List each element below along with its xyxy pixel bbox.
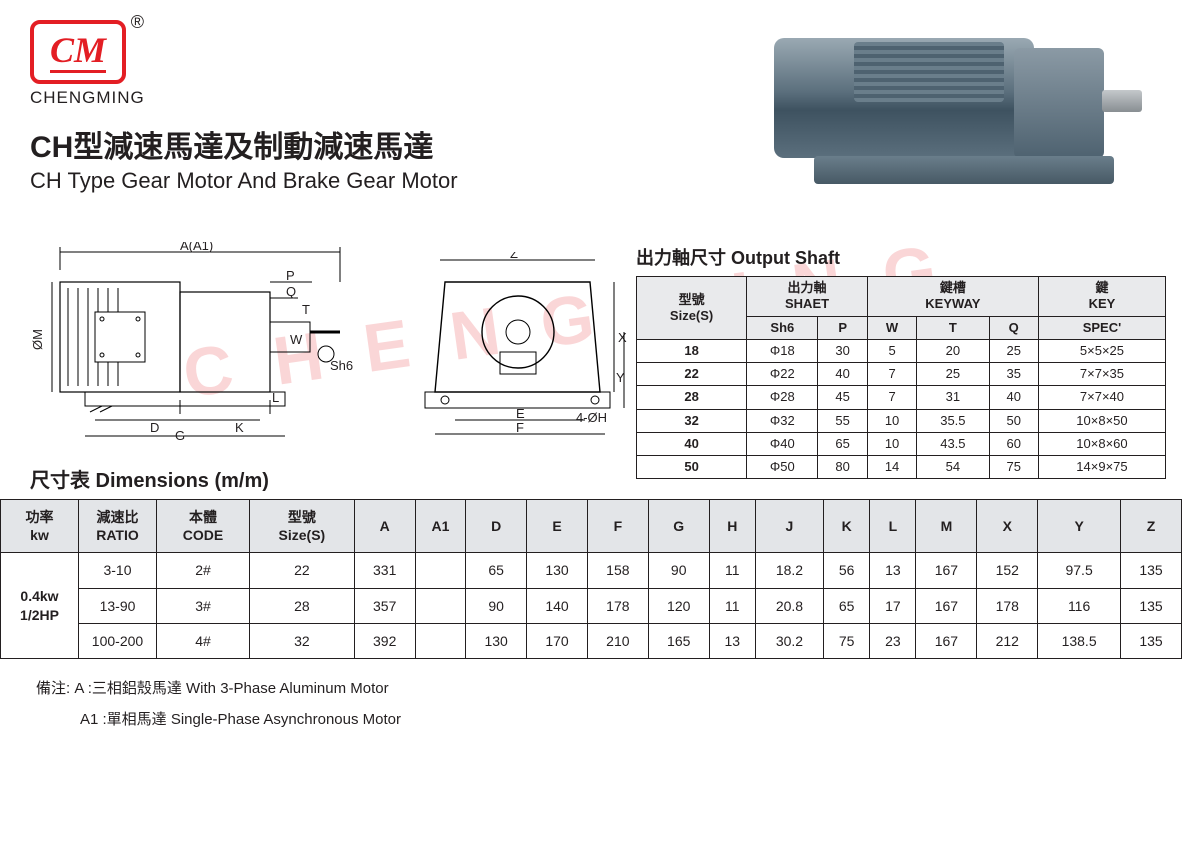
svg-text:T: T	[302, 302, 310, 317]
diagram-side-view: A(A1) P Q T W Sh6	[30, 242, 370, 442]
notes-prefix-line: 備注: A :三相鋁殼馬達 With 3-Phase Aluminum Moto…	[36, 673, 1174, 705]
col-X: X	[977, 500, 1038, 553]
table-row: 13-903#28357901401781201120.865171671781…	[1, 588, 1182, 623]
col-A: A	[354, 500, 415, 553]
svg-text:4-ØH: 4-ØH	[576, 410, 607, 425]
col-sizes: 型號Size(S)	[250, 500, 355, 553]
diagram-end-view: Z 4-ØH X Y E F	[400, 252, 630, 442]
output-shaft-title: 出力軸尺寸 Output Shaft	[636, 244, 1166, 270]
notes-block: 備注: A :三相鋁殼馬達 With 3-Phase Aluminum Moto…	[30, 673, 1174, 736]
svg-text:X: X	[618, 330, 627, 345]
col-L: L	[870, 500, 916, 553]
col-ratio: 減速比RATIO	[79, 500, 157, 553]
table-row: 18Φ1830520255×5×25	[637, 339, 1166, 362]
col-spec: SPEC'	[1038, 316, 1165, 339]
brand-logo: CM ®	[30, 20, 126, 84]
col-A1: A1	[415, 500, 466, 553]
svg-text:F: F	[516, 420, 524, 435]
registered-mark-icon: ®	[131, 12, 144, 33]
output-shaft-section: 出力軸尺寸 Output Shaft 型號Size(S) 出力軸SHAET 鍵槽…	[636, 244, 1166, 479]
svg-text:Q: Q	[286, 284, 296, 299]
col-size: 型號Size(S)	[637, 277, 747, 340]
col-sh6: Sh6	[747, 316, 818, 339]
col-p: P	[818, 316, 867, 339]
col-keyway: 鍵槽KEYWAY	[867, 277, 1038, 317]
table-row: 0.4kw1/2HP3-102#2233165130158901118.2561…	[1, 553, 1182, 588]
power-cell: 0.4kw1/2HP	[1, 553, 79, 659]
col-t: T	[917, 316, 989, 339]
output-shaft-table: 型號Size(S) 出力軸SHAET 鍵槽KEYWAY 鍵KEY Sh6 P W…	[636, 276, 1166, 479]
col-J: J	[755, 500, 823, 553]
col-shaft: 出力軸SHAET	[747, 277, 868, 317]
table-row: 100-2004#323921301702101651330.275231672…	[1, 623, 1182, 658]
col-Y: Y	[1038, 500, 1121, 553]
notes-a1-line: A1 :單相馬達 Single-Phase Asynchronous Motor	[36, 704, 1174, 736]
table-row: 28Φ2845731407×7×40	[637, 386, 1166, 409]
col-key: 鍵KEY	[1038, 277, 1165, 317]
svg-text:W: W	[290, 332, 303, 347]
svg-text:E: E	[516, 406, 525, 421]
svg-text:D: D	[150, 420, 159, 435]
col-kw: 功率kw	[1, 500, 79, 553]
table-row: 32Φ32551035.55010×8×50	[637, 409, 1166, 432]
svg-text:Y: Y	[616, 370, 625, 385]
motor-foot-shape	[814, 156, 1114, 184]
table-row: 40Φ40651043.56010×8×60	[637, 432, 1166, 455]
svg-text:K: K	[235, 420, 244, 435]
col-q: Q	[989, 316, 1038, 339]
svg-text:Z: Z	[510, 252, 518, 261]
dimensions-table: 功率kw 減速比RATIO 本體CODE 型號Size(S) A A1 D E …	[0, 499, 1182, 659]
svg-text:Sh6: Sh6	[330, 358, 353, 373]
col-G: G	[648, 500, 709, 553]
table-row: 22Φ2240725357×7×35	[637, 363, 1166, 386]
col-code: 本體CODE	[157, 500, 250, 553]
col-F: F	[587, 500, 648, 553]
svg-text:P: P	[286, 268, 295, 283]
col-E: E	[527, 500, 588, 553]
col-Z: Z	[1121, 500, 1182, 553]
col-K: K	[824, 500, 870, 553]
col-w: W	[867, 316, 916, 339]
svg-text:L: L	[272, 390, 279, 405]
col-D: D	[466, 500, 527, 553]
dimensions-title: 尺寸表 Dimensions (m/m)	[30, 464, 1174, 493]
svg-text:G: G	[175, 428, 185, 442]
brand-block: CM ® CHENGMING	[30, 20, 145, 108]
svg-text:ØM: ØM	[30, 329, 45, 350]
logo-monogram: CM	[50, 32, 106, 73]
col-M: M	[916, 500, 977, 553]
header: CM ® CHENGMING	[30, 20, 1174, 108]
svg-text:A(A1): A(A1)	[180, 242, 213, 253]
col-H: H	[709, 500, 755, 553]
brand-name: CHENGMING	[30, 88, 145, 108]
